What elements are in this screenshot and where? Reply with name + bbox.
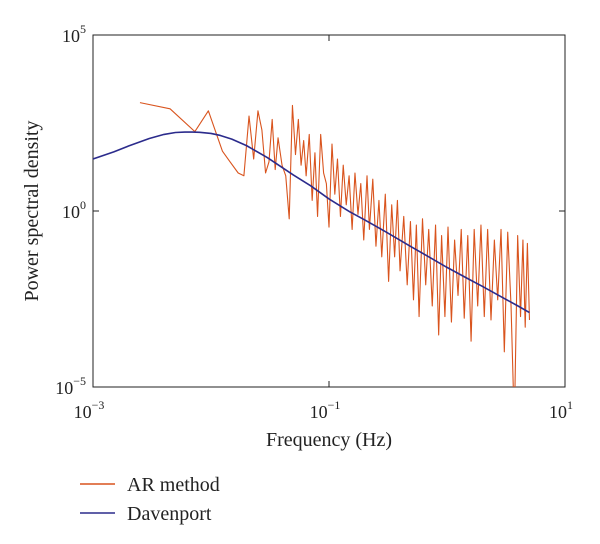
legend-label-davenport: Davenport — [127, 503, 212, 525]
legend: AR method Davenport — [80, 474, 220, 525]
y-tick-label-exponent: 5 — [80, 22, 86, 36]
y-tick-label: 100 — [62, 198, 86, 222]
x-tick-label-base: 10 — [74, 402, 92, 422]
x-axis-label: Frequency (Hz) — [266, 429, 392, 451]
x-tick-label: 10−3 — [74, 398, 105, 422]
y-tick-label: 105 — [62, 22, 86, 46]
legend-label-ar-method: AR method — [127, 474, 220, 496]
y-tick-label-base: 10 — [62, 202, 80, 222]
y-tick-label-exponent: 0 — [80, 198, 86, 212]
x-tick-label-exponent: −1 — [328, 398, 341, 412]
series-line-ar-method — [139, 102, 531, 387]
y-axis-label: Power spectral density — [21, 120, 43, 301]
y-tick-label: 10−5 — [55, 374, 86, 398]
ticks-layer — [92, 34, 566, 388]
x-tick-label-base: 10 — [310, 402, 328, 422]
x-tick-label-exponent: −3 — [92, 398, 105, 412]
x-tick-label-exponent: 1 — [567, 398, 573, 412]
plot-area — [92, 34, 566, 388]
series-layer — [93, 102, 531, 387]
y-tick-label-exponent: −5 — [73, 374, 86, 388]
x-tick-label: 101 — [549, 398, 573, 422]
y-tick-label-base: 10 — [55, 378, 73, 398]
y-tick-label-base: 10 — [62, 26, 80, 46]
series-line-davenport — [93, 131, 530, 314]
plot-frame — [92, 34, 566, 388]
x-tick-label-base: 10 — [549, 402, 567, 422]
x-tick-label: 10−1 — [310, 398, 341, 422]
